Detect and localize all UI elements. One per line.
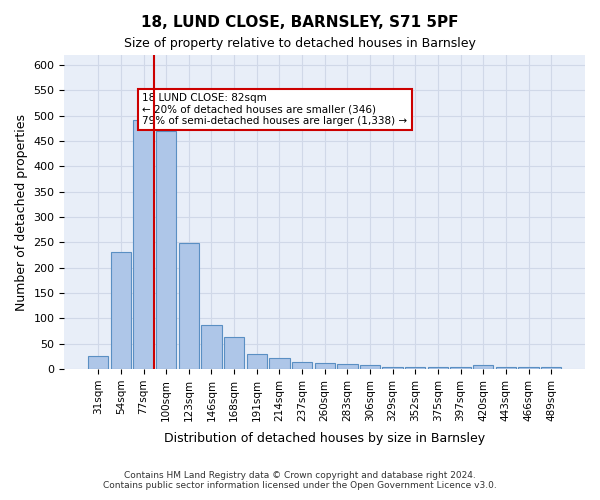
- Bar: [541, 366, 562, 369]
- Bar: [247, 354, 267, 369]
- Bar: [133, 120, 154, 369]
- Bar: [88, 356, 109, 369]
- Bar: [314, 364, 335, 369]
- Bar: [382, 366, 403, 369]
- Bar: [224, 337, 244, 369]
- Bar: [428, 367, 448, 369]
- Bar: [451, 367, 471, 369]
- Bar: [179, 243, 199, 369]
- Text: Size of property relative to detached houses in Barnsley: Size of property relative to detached ho…: [124, 38, 476, 51]
- Bar: [201, 325, 221, 369]
- Bar: [360, 365, 380, 369]
- Bar: [111, 252, 131, 369]
- Y-axis label: Number of detached properties: Number of detached properties: [15, 114, 28, 310]
- Bar: [473, 366, 493, 369]
- Text: 18, LUND CLOSE, BARNSLEY, S71 5PF: 18, LUND CLOSE, BARNSLEY, S71 5PF: [141, 15, 459, 30]
- Bar: [156, 131, 176, 369]
- Bar: [405, 367, 425, 369]
- Text: 18 LUND CLOSE: 82sqm
← 20% of detached houses are smaller (346)
79% of semi-deta: 18 LUND CLOSE: 82sqm ← 20% of detached h…: [142, 92, 407, 126]
- Text: Contains HM Land Registry data © Crown copyright and database right 2024.
Contai: Contains HM Land Registry data © Crown c…: [103, 470, 497, 490]
- X-axis label: Distribution of detached houses by size in Barnsley: Distribution of detached houses by size …: [164, 432, 485, 445]
- Bar: [496, 367, 516, 369]
- Bar: [292, 362, 312, 369]
- Bar: [518, 367, 539, 369]
- Bar: [337, 364, 358, 369]
- Bar: [269, 358, 290, 369]
